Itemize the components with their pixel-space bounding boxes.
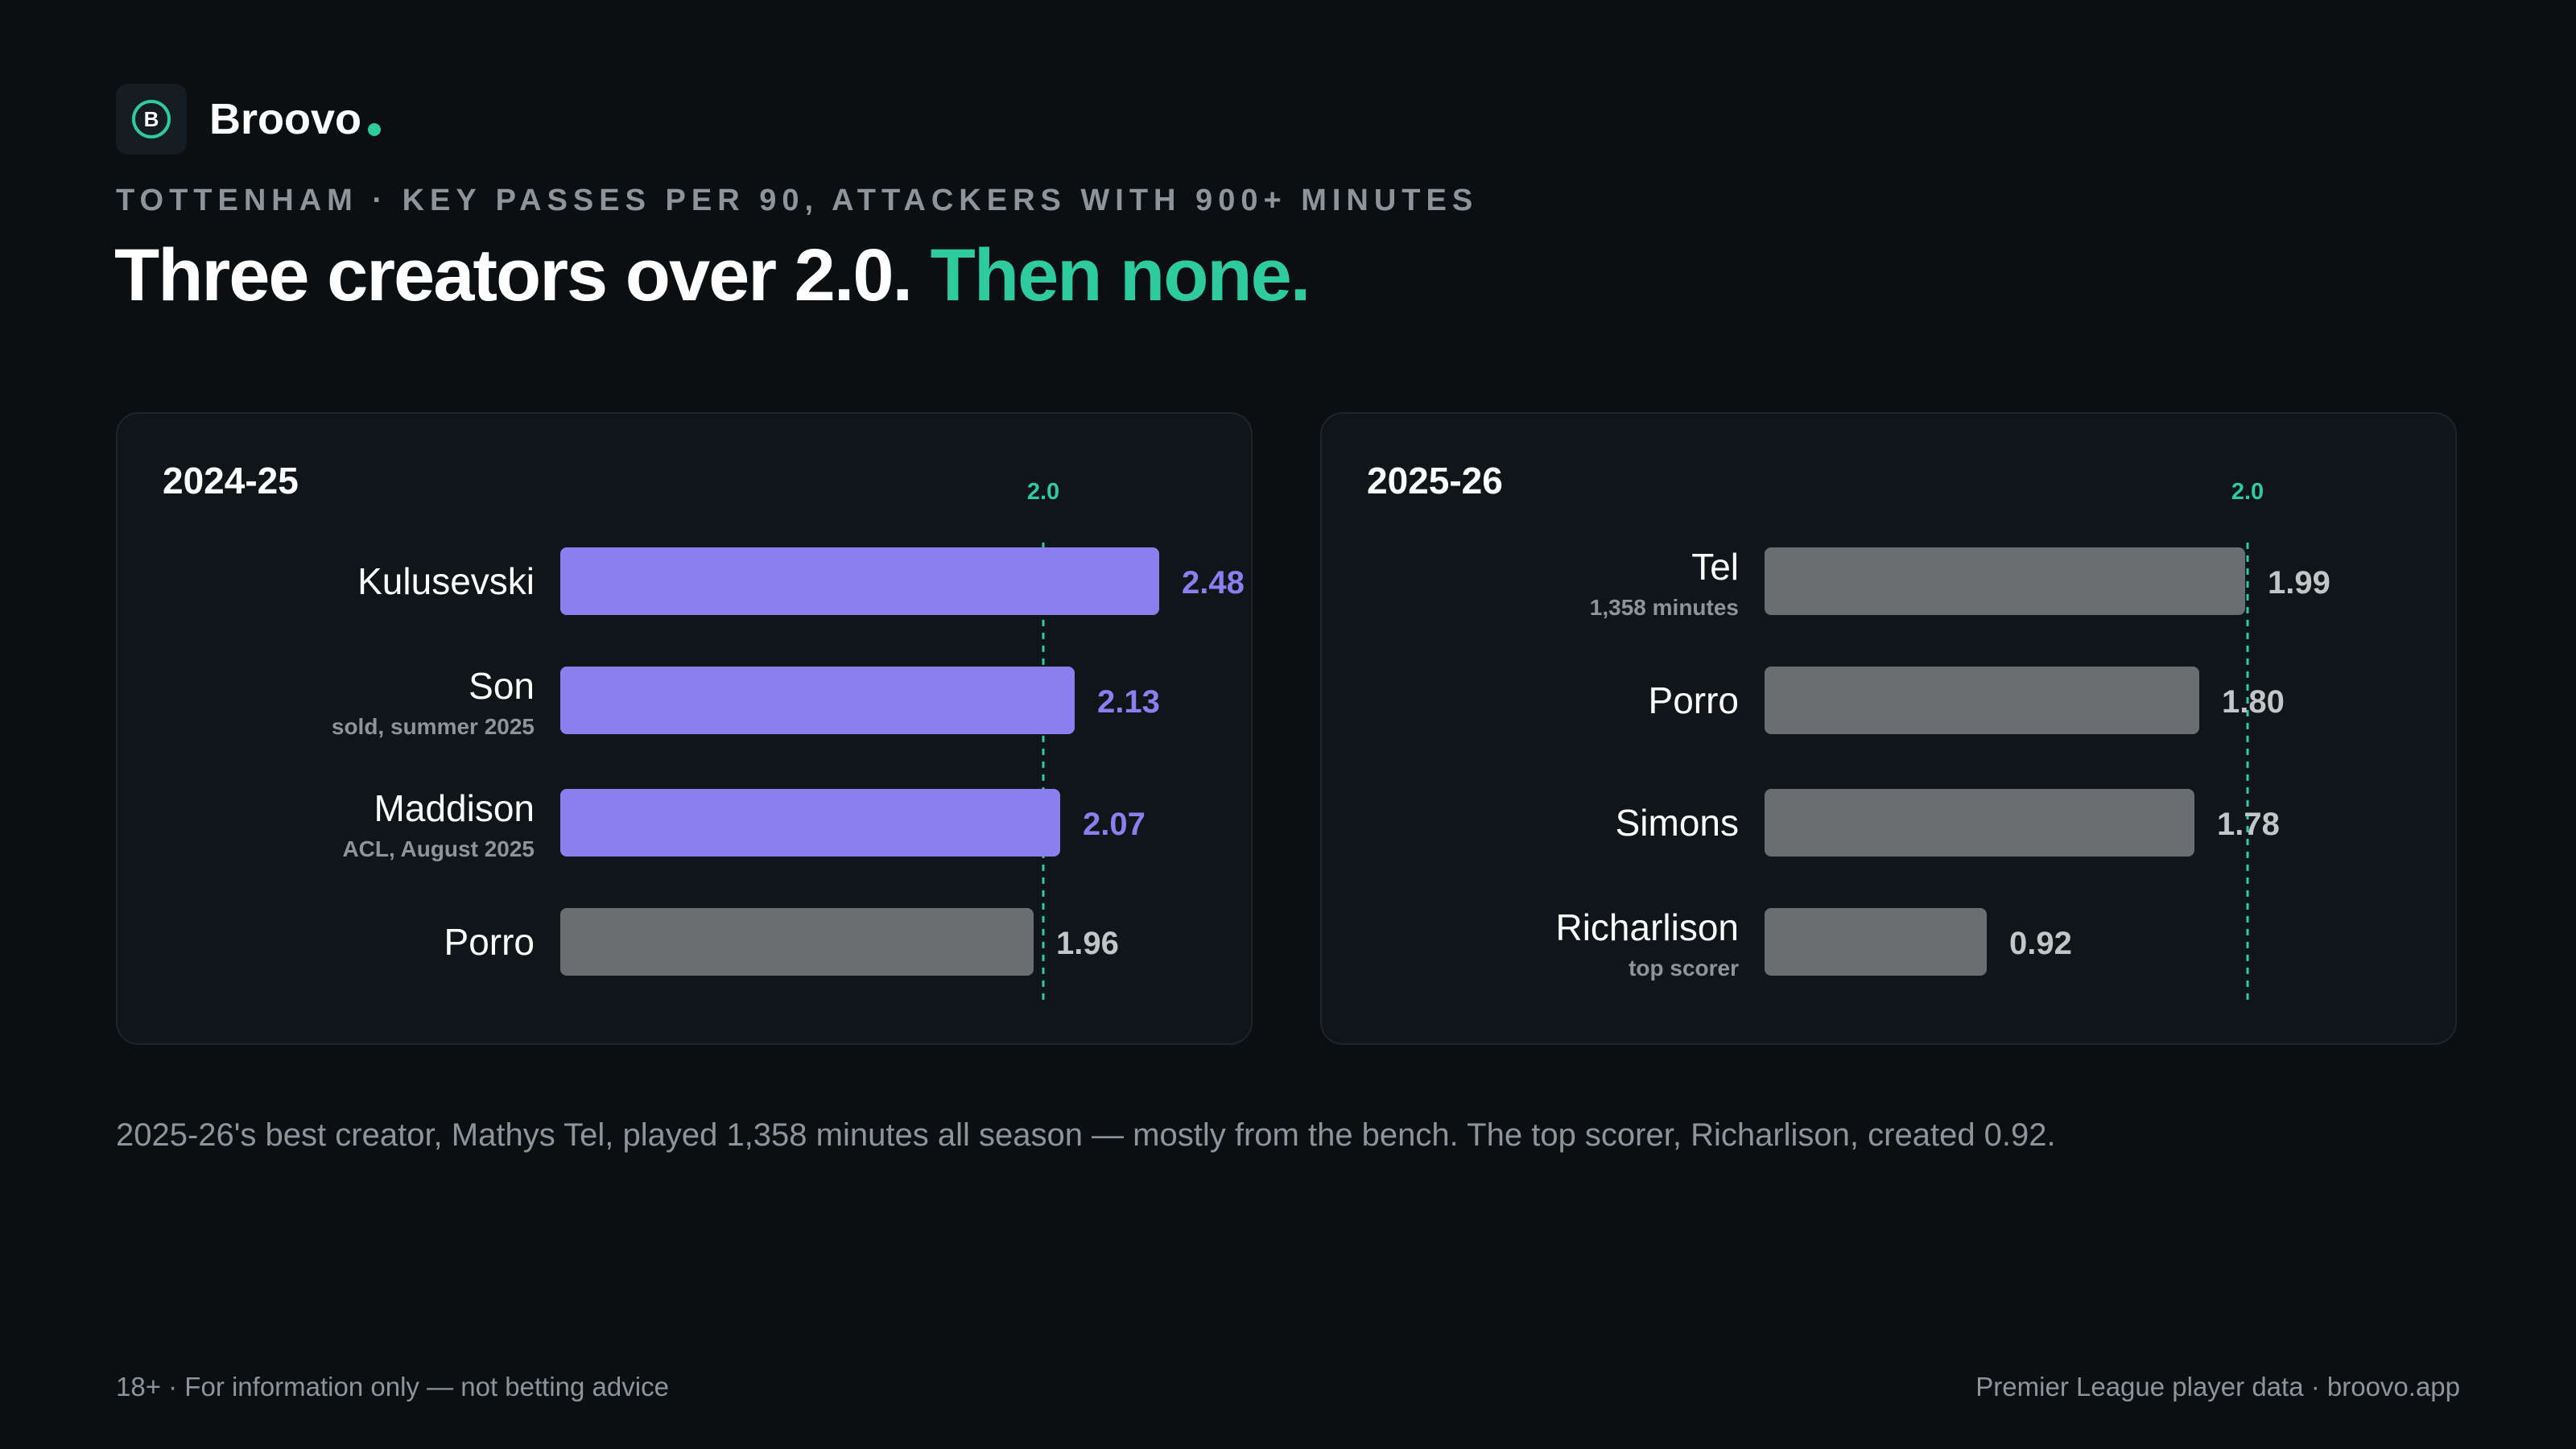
bar-kulusevski xyxy=(560,547,1159,615)
footnote: 2025-26's best creator, Mathys Tel, play… xyxy=(116,1117,2056,1153)
value-label: 2.13 xyxy=(1097,684,1160,720)
brand: B Broovo xyxy=(116,84,381,155)
player-label: Maddison xyxy=(374,787,535,829)
value-label: 1.96 xyxy=(1056,926,1119,961)
player-label: Kulusevski xyxy=(357,560,535,602)
brand-name: Broovo xyxy=(209,95,361,143)
value-label: 1.80 xyxy=(2222,684,2285,720)
value-label: 1.78 xyxy=(2217,807,2280,842)
bar-son xyxy=(560,667,1075,734)
player-note: 1,358 minutes xyxy=(1590,595,1739,620)
broovo-logo-icon: B xyxy=(116,84,187,155)
player-label: Porro xyxy=(444,921,535,963)
chart-title: 2024-25 xyxy=(163,460,299,502)
footer-source: Premier League player data · broovo.app xyxy=(1975,1372,2460,1402)
kicker: TOTTENHAM · KEY PASSES PER 90, ATTACKERS… xyxy=(116,184,1479,217)
chart-panel-2024-25: 2024-25 2.0 Kulusevski 2.48 Son sold, summer… xyxy=(116,412,1253,1045)
player-label: Richarlison xyxy=(1555,906,1739,948)
headline-accent: Then none. xyxy=(930,234,1311,316)
value-label: 2.48 xyxy=(1182,565,1245,601)
value-label: 2.07 xyxy=(1083,807,1146,842)
value-label: 0.92 xyxy=(2009,926,2072,961)
bar-porro xyxy=(1765,667,2199,734)
player-note: ACL, August 2025 xyxy=(342,836,535,861)
bar-simons xyxy=(1765,789,2194,857)
bar-maddison xyxy=(560,789,1060,857)
bar-tel xyxy=(1765,547,2245,615)
brand-dot xyxy=(368,123,381,136)
value-label: 1.99 xyxy=(2268,565,2330,601)
footer-disclaimer: 18+ · For information only — not betting… xyxy=(116,1372,669,1402)
player-label: Simons xyxy=(1616,802,1739,844)
reference-line-label: 2.0 xyxy=(2231,479,2264,505)
bar-richarlison xyxy=(1765,908,1987,976)
headline-main: Three creators over 2.0. xyxy=(114,234,913,316)
player-note: sold, summer 2025 xyxy=(332,714,535,739)
logo-letter: B xyxy=(144,107,159,131)
player-label: Tel xyxy=(1691,546,1739,588)
player-label: Son xyxy=(469,665,535,707)
player-note: top scorer xyxy=(1629,956,1739,980)
reference-line-label: 2.0 xyxy=(1027,479,1059,505)
chart-title: 2025-26 xyxy=(1367,460,1503,502)
bar-porro xyxy=(560,908,1034,976)
bar-chart-2024-25: 2.0 Kulusevski 2.48 Son sold, summer 2025 2.1… xyxy=(332,479,1245,1006)
headline: Three creators over 2.0. Then none. xyxy=(114,233,1311,318)
chart-panel-2025-26: 2025-26 2.0 Tel 1,358 minutes 1.99 Porro 1.80… xyxy=(1320,412,2457,1045)
bar-chart-2025-26: 2.0 Tel 1,358 minutes 1.99 Porro 1.80 Simons 1.… xyxy=(1555,479,2330,1006)
player-label: Porro xyxy=(1649,679,1739,721)
